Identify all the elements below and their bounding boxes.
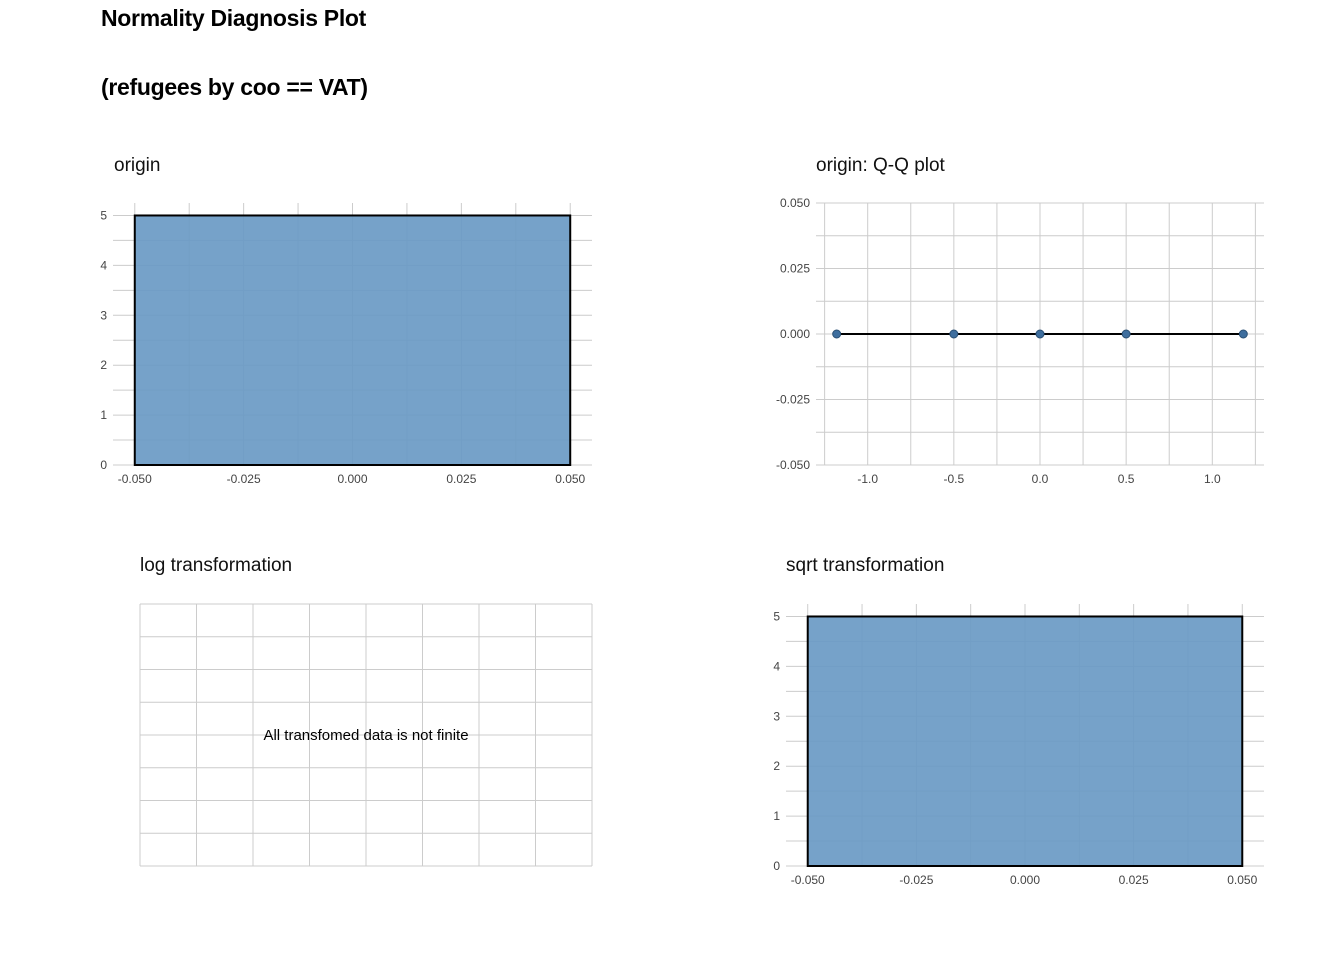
- y-tick-label: -0.025: [776, 393, 810, 407]
- x-tick-label: -0.050: [118, 472, 152, 486]
- y-tick-label: 5: [773, 609, 780, 623]
- page-subtitle: (refugees by coo == VAT): [101, 74, 368, 100]
- y-tick-label: 2: [773, 759, 780, 773]
- x-tick-label: -0.050: [791, 873, 825, 887]
- x-tick-label: 0.025: [1119, 873, 1149, 887]
- page-title: Normality Diagnosis Plot: [101, 5, 367, 31]
- x-tick-label: 0.000: [1010, 873, 1040, 887]
- histogram-bar: [806, 615, 1244, 867]
- x-tick-label: 0.050: [555, 472, 585, 486]
- panel-origin: -0.050 -0.025 0.000 0.025 0.050 0 1 2 3 4 5: [100, 203, 592, 486]
- y-tick-label: 0.025: [780, 262, 810, 276]
- x-tick-label: 0.025: [446, 472, 476, 486]
- qq-point: [832, 329, 842, 339]
- y-tick-label: 4: [100, 258, 107, 272]
- qq-point: [1035, 329, 1045, 339]
- y-tick-label: -0.050: [776, 458, 810, 472]
- x-tick-label: -1.0: [857, 472, 878, 486]
- panel-log: All transfomed data is not finite: [139, 603, 593, 867]
- panel-title-log: log transformation: [140, 555, 293, 576]
- x-tick-label: -0.5: [944, 472, 965, 486]
- panel-title-qq: origin: Q-Q plot: [816, 155, 945, 176]
- x-tick-label: 0.050: [1227, 873, 1257, 887]
- y-tick-label: 0: [100, 458, 107, 472]
- x-tick-label: -0.025: [899, 873, 933, 887]
- y-tick-label: 5: [100, 208, 107, 222]
- panel-title-origin: origin: [114, 155, 161, 176]
- y-tick-label: 0.050: [780, 196, 810, 210]
- y-tick-label: 2: [100, 358, 107, 372]
- histogram-bar: [133, 214, 572, 466]
- panel-qq: -1.0 -0.5 0.0 0.5 1.0 -0.050 -0.025 0.000 0.025 0…: [776, 196, 1264, 486]
- y-tick-label: 1: [773, 809, 780, 823]
- y-tick-label: 4: [773, 659, 780, 673]
- x-tick-label: -0.025: [227, 472, 261, 486]
- x-tick-label: 0.000: [337, 472, 367, 486]
- log-transform-message: All transfomed data is not finite: [263, 727, 468, 744]
- qq-point: [1238, 329, 1248, 339]
- x-tick-label: 1.0: [1204, 472, 1221, 486]
- y-tick-label: 3: [773, 709, 780, 723]
- y-tick-label: 3: [100, 308, 107, 322]
- y-tick-label: 1: [100, 408, 107, 422]
- x-tick-label: 0.5: [1118, 472, 1135, 486]
- qq-point: [949, 329, 959, 339]
- y-tick-label: 0.000: [780, 327, 810, 341]
- y-tick-label: 0: [773, 859, 780, 873]
- qq-point: [1121, 329, 1131, 339]
- x-tick-label: 0.0: [1032, 472, 1049, 486]
- panel-title-sqrt: sqrt transformation: [786, 555, 945, 576]
- panel-sqrt: -0.050 -0.025 0.000 0.025 0.050 0 1 2 3 4 5: [773, 604, 1264, 887]
